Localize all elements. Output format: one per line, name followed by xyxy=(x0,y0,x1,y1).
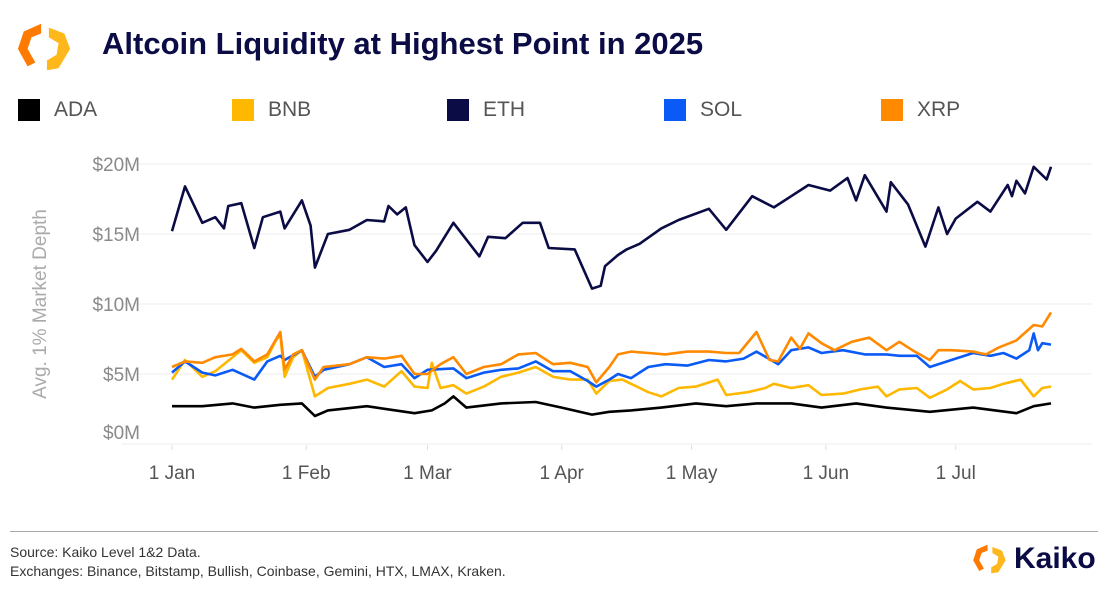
legend-label: ETH xyxy=(483,98,525,121)
source-note: Source: Kaiko Level 1&2 Data. xyxy=(10,544,201,560)
x-tick-label: 1 Feb xyxy=(282,463,331,484)
y-tick-label: $5M xyxy=(103,365,140,386)
footer-divider xyxy=(10,531,1098,532)
legend-swatch xyxy=(18,99,40,121)
x-tick-label: 1 May xyxy=(666,463,718,484)
chart-title: Altcoin Liquidity at Highest Point in 20… xyxy=(102,26,704,61)
x-tick-label: 1 Mar xyxy=(403,463,452,484)
x-tick-label: 1 Jul xyxy=(936,463,976,484)
y-tick-label: $15M xyxy=(92,225,140,246)
legend-swatch xyxy=(881,99,903,121)
legend-label: SOL xyxy=(700,98,743,121)
legend-label: XRP xyxy=(917,98,961,121)
legend-label: BNB xyxy=(268,98,312,121)
series-line-xrp xyxy=(171,311,1053,384)
brand-name: Kaiko xyxy=(1014,542,1096,575)
y-tick-label: $10M xyxy=(92,295,140,316)
series-line-ada xyxy=(172,395,1052,418)
legend-swatch xyxy=(664,99,686,121)
kaiko-logo-icon xyxy=(973,544,1006,574)
y-tick-label: $0M xyxy=(103,423,140,444)
legend-item-xrp: XRP xyxy=(881,98,960,122)
legend-item-ada: ADA xyxy=(18,98,97,122)
x-tick-label: 1 Jan xyxy=(149,463,195,484)
legend-item-bnb: BNB xyxy=(232,98,311,122)
legend-swatch xyxy=(232,99,254,121)
legend-item-eth: ETH xyxy=(447,98,525,122)
legend-swatch xyxy=(447,99,469,121)
x-tick-label: 1 Jun xyxy=(803,463,849,484)
legend-label: ADA xyxy=(54,98,98,121)
series-line-bnb xyxy=(170,333,1052,400)
legend-item-sol: SOL xyxy=(664,98,742,122)
y-axis-label: Avg. 1% Market Depth xyxy=(30,209,51,399)
series-line-eth xyxy=(170,165,1053,290)
line-chart: $0M $5M $10M $15M $20M 1 Jan 1 Feb 1 Mar 1 Apr 1 … xyxy=(30,155,1092,484)
brand-logo: Kaiko xyxy=(972,541,1096,577)
exchanges-note: Exchanges: Binance, Bitstamp, Bullish, C… xyxy=(10,563,506,579)
x-tick-label: 1 Apr xyxy=(540,463,585,484)
kaiko-logo-icon xyxy=(17,23,71,71)
y-tick-label: $20M xyxy=(92,155,140,176)
